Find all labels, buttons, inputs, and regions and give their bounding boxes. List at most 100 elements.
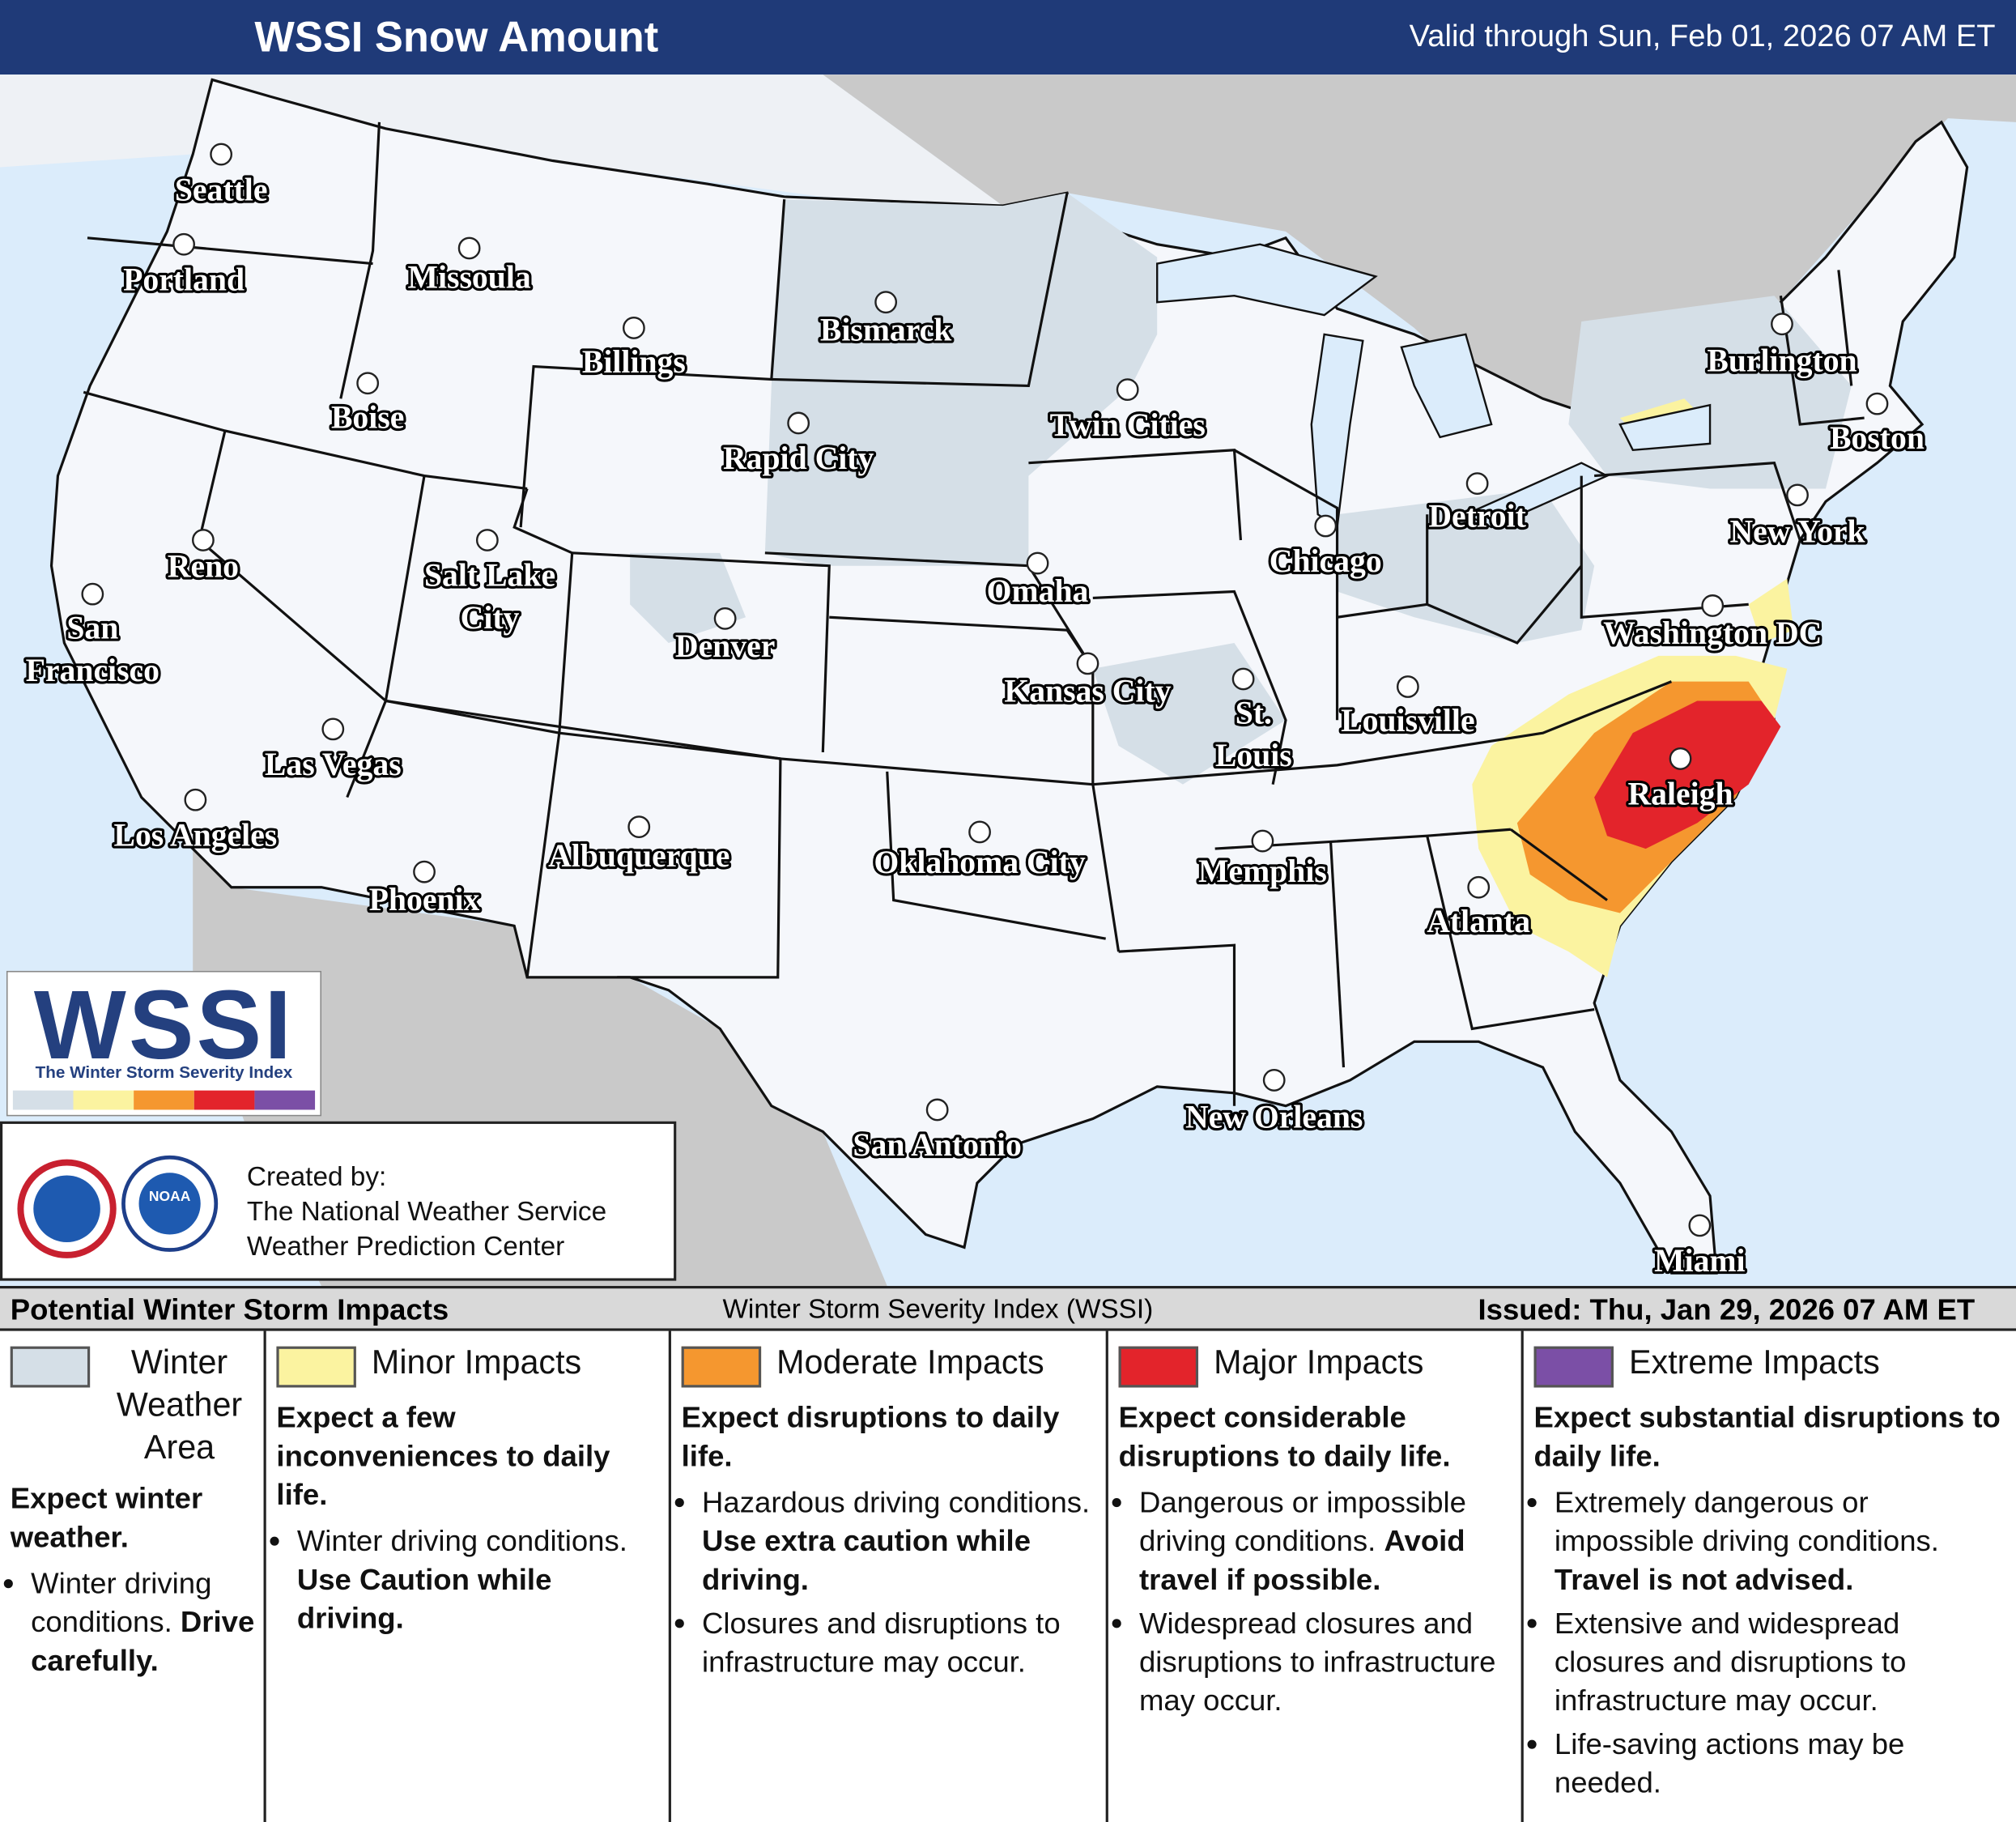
legend-bullet: Extremely dangerous or impossible drivin… xyxy=(1555,1483,2009,1599)
city-dot xyxy=(184,788,207,811)
legend-name: Moderate Impacts xyxy=(776,1342,1044,1381)
border xyxy=(572,551,831,753)
legend-swatch xyxy=(1533,1346,1614,1388)
wwa-ohio xyxy=(1337,488,1595,644)
legend-bullets: Dangerous or impossible driving conditio… xyxy=(1119,1483,1514,1719)
city-label: Missoula xyxy=(408,259,531,295)
city-label: Los Angeles xyxy=(113,817,277,853)
legend-entry: Major Impacts xyxy=(1118,1341,1514,1388)
legend-bullets: Extremely dangerous or impossible drivin… xyxy=(1533,1483,2008,1802)
wssi-logo: WSSI The Winter Storm Severity Index xyxy=(6,970,322,1117)
us-land xyxy=(49,78,1969,1275)
legend-bullet: Extensive and widespread closures and di… xyxy=(1555,1603,2009,1719)
logo-text: WSSI xyxy=(33,970,295,1080)
border xyxy=(1580,475,1749,619)
bullet-emphasis: Use extra caution while driving. xyxy=(702,1523,1031,1596)
city-dot xyxy=(1786,483,1809,507)
city-label: Kansas City xyxy=(1004,674,1171,709)
city-dot xyxy=(1865,392,1889,415)
city-dot xyxy=(1465,472,1489,495)
city-label: Salt Lake City xyxy=(424,558,555,636)
credits-box: NOAA Created by: The National Weather Se… xyxy=(0,1121,677,1281)
nws-seal-inner xyxy=(33,1175,100,1243)
city-dot xyxy=(1669,747,1692,770)
city-label: Rapid City xyxy=(723,441,874,476)
legend-summary: Expect disruptions to daily life. xyxy=(681,1400,1060,1473)
city-dot xyxy=(81,582,104,606)
legend-title: Potential Winter Storm Impacts xyxy=(10,1292,449,1326)
border xyxy=(384,475,561,978)
strip-swatch xyxy=(73,1090,134,1110)
legend-column: Minor Impacts Expect a few inconveniences… xyxy=(266,1330,671,1822)
city-dot xyxy=(1231,667,1255,691)
city-label: Atlanta xyxy=(1427,904,1530,939)
city-label: Miami xyxy=(1654,1243,1745,1279)
city-dot xyxy=(1688,1214,1712,1237)
strip-swatch xyxy=(254,1090,316,1110)
city-dot xyxy=(925,1098,949,1122)
credit-line: Weather Prediction Center xyxy=(246,1232,565,1262)
bullet-text: Winter driving conditions. xyxy=(31,1566,212,1639)
city-dot xyxy=(622,317,645,339)
noaa-seal-inner xyxy=(138,1173,201,1235)
noaa-text: NOAA xyxy=(149,1188,191,1204)
border xyxy=(198,430,388,798)
legend-header: Potential Winter Storm Impacts Winter St… xyxy=(0,1286,2016,1331)
border xyxy=(339,121,381,399)
legend-swatch xyxy=(276,1346,356,1388)
city-label: Bismarck xyxy=(820,312,952,347)
city-label: Albuquerque xyxy=(548,838,729,874)
city-dot xyxy=(1076,652,1099,675)
bullet-text: Widespread closures and disruptions to i… xyxy=(1138,1606,1496,1717)
legend-summary: Expect winter weather. xyxy=(10,1481,203,1554)
city-label: San Antonio xyxy=(853,1127,1021,1163)
city-label: Burlington xyxy=(1707,343,1857,379)
bullet-emphasis: Drive carefully. xyxy=(31,1604,255,1677)
city-dot xyxy=(1314,514,1338,538)
strip-swatch xyxy=(12,1090,74,1110)
city-dot xyxy=(713,607,737,630)
legend-swatch xyxy=(681,1346,762,1388)
lake-ontario xyxy=(1618,403,1712,452)
city-label: Billings xyxy=(582,344,686,380)
border xyxy=(1837,270,1853,386)
border xyxy=(1092,590,1287,785)
legend-column: Moderate Impacts Expect disruptions to da… xyxy=(671,1330,1108,1822)
city-label: Oklahoma City xyxy=(874,845,1085,880)
legend-name: Winter Weather Area xyxy=(116,1342,243,1467)
border xyxy=(1779,296,1865,426)
border xyxy=(1594,462,1801,541)
city-label: Denver xyxy=(675,628,775,664)
legend-summary: Expect substantial disruptions to daily … xyxy=(1533,1400,2001,1473)
credit-line: The National Weather Service xyxy=(246,1197,607,1227)
city-dot xyxy=(968,820,991,844)
city-label: Las Vegas xyxy=(265,747,402,782)
legend-column: Major Impacts Expect considerable disrupt… xyxy=(1108,1330,1524,1822)
city-label: New Orleans xyxy=(1185,1099,1363,1134)
bullet-emphasis: Travel is not advised. xyxy=(1554,1562,1854,1596)
major-impact-area xyxy=(1594,700,1781,849)
wwa-plains xyxy=(764,193,1158,566)
border xyxy=(1092,680,1673,786)
city-label: Boise xyxy=(331,399,404,435)
map: Seattle Portland Missoula Billings Bismarck B… xyxy=(0,74,2016,1287)
strip-swatch xyxy=(134,1090,194,1110)
city-label: Boston xyxy=(1830,420,1925,456)
city-label: Memphis xyxy=(1198,854,1327,889)
city-dot xyxy=(356,372,380,395)
border xyxy=(771,192,1069,388)
winter-weather-areas xyxy=(630,193,1852,785)
legend-bullet: Widespread closures and disruptions to i… xyxy=(1139,1603,1513,1719)
bullet-text: Extremely dangerous or impossible drivin… xyxy=(1554,1485,1939,1558)
border xyxy=(513,487,574,734)
city-label: Reno xyxy=(168,549,239,585)
border xyxy=(519,199,786,528)
border xyxy=(1329,842,1346,1068)
city-dot xyxy=(1701,594,1725,617)
border xyxy=(1337,564,1583,645)
legend-column: Extreme Impacts Expect substantial disrup… xyxy=(1524,1331,2016,1822)
header-bar: WSSI Snow Amount Valid through Sun, Feb … xyxy=(0,0,2016,75)
border xyxy=(1118,943,1236,1106)
bullet-emphasis: Use Caution while driving. xyxy=(296,1562,552,1635)
legend-columns: Winter Weather Area Expect winter weather… xyxy=(0,1330,2016,1822)
